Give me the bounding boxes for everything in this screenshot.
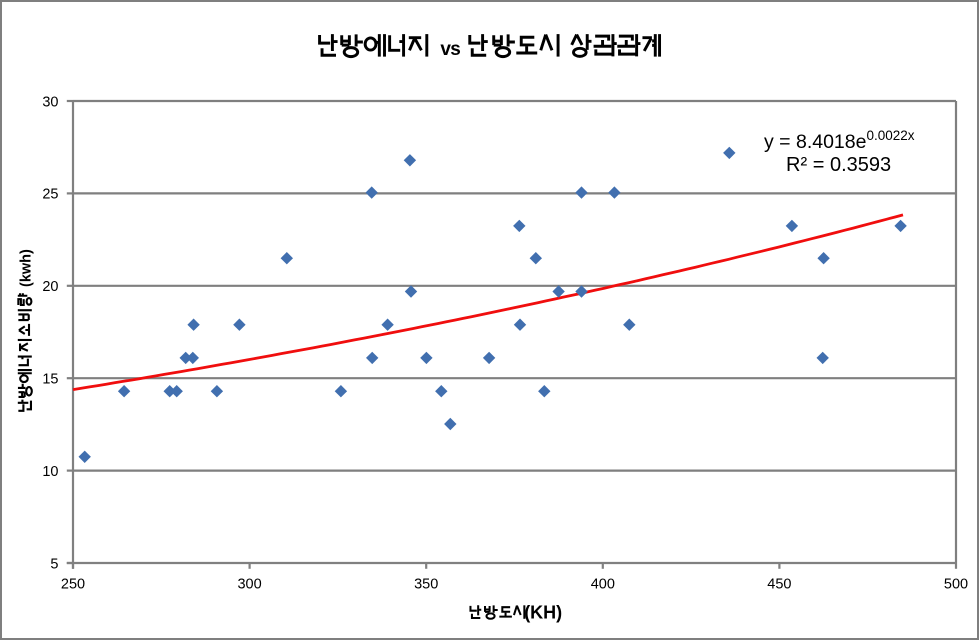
svg-text:15: 15 bbox=[42, 372, 58, 388]
svg-text:450: 450 bbox=[767, 576, 791, 592]
svg-text:25: 25 bbox=[42, 187, 58, 203]
svg-text:5: 5 bbox=[50, 556, 58, 572]
svg-text:250: 250 bbox=[61, 576, 85, 592]
svg-text:(kwh): (kwh) bbox=[19, 249, 35, 287]
svg-text:400: 400 bbox=[591, 576, 615, 592]
svg-text:350: 350 bbox=[414, 576, 438, 592]
svg-text:10: 10 bbox=[42, 464, 58, 480]
svg-text:R² = 0.3593: R² = 0.3593 bbox=[786, 154, 891, 176]
svg-text:(KH): (KH) bbox=[524, 603, 562, 623]
svg-text:vs: vs bbox=[440, 39, 460, 60]
svg-text:30: 30 bbox=[42, 94, 58, 110]
svg-text:500: 500 bbox=[944, 576, 968, 592]
svg-text:300: 300 bbox=[237, 576, 261, 592]
svg-text:20: 20 bbox=[42, 279, 58, 295]
